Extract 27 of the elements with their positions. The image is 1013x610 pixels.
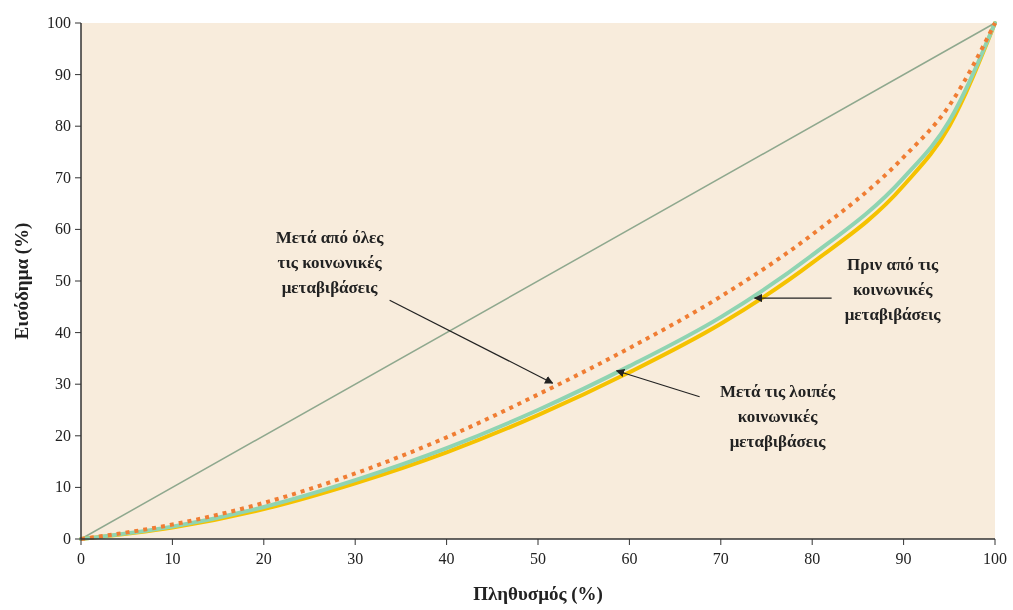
y-tick-label: 90 [55, 65, 71, 83]
x-tick-label: 100 [983, 550, 1007, 567]
y-tick-label: 60 [55, 220, 71, 238]
x-tick-label: 60 [621, 550, 638, 567]
x-tick-label: 90 [895, 550, 912, 567]
x-tick-label: 30 [347, 550, 364, 567]
annotation: Μετά από όλες τις κοινωνικές μεταβιβάσεις [275, 228, 385, 298]
y-tick-label: 70 [55, 168, 71, 186]
y-tick-label: 80 [55, 117, 71, 135]
annotation: Μετά τις λοιπές κοινωνικές μεταβιβάσεις [719, 381, 837, 451]
y-tick-label: 10 [55, 478, 71, 496]
x-tick-label: 40 [438, 550, 455, 567]
y-tick-label: 50 [55, 272, 71, 289]
y-tick-label: 20 [55, 426, 71, 444]
y-tick-label: 30 [55, 375, 71, 393]
x-tick-label: 0 [77, 550, 85, 567]
x-tick-label: 50 [530, 550, 546, 567]
annotation: Πριν από τις κοινωνικές μεταβιβάσεις [844, 255, 942, 325]
y-axis-title: Εισόδημα (%) [11, 222, 33, 340]
x-tick-label: 10 [164, 550, 181, 567]
x-tick-label: 20 [255, 550, 272, 567]
y-tick-label: 0 [63, 530, 71, 547]
y-tick-label: 100 [47, 14, 71, 31]
x-axis-title: Πληθυσμός (%) [473, 583, 603, 605]
y-tick-label: 40 [55, 323, 71, 341]
x-tick-label: 70 [712, 550, 729, 567]
x-tick-label: 80 [804, 550, 821, 567]
